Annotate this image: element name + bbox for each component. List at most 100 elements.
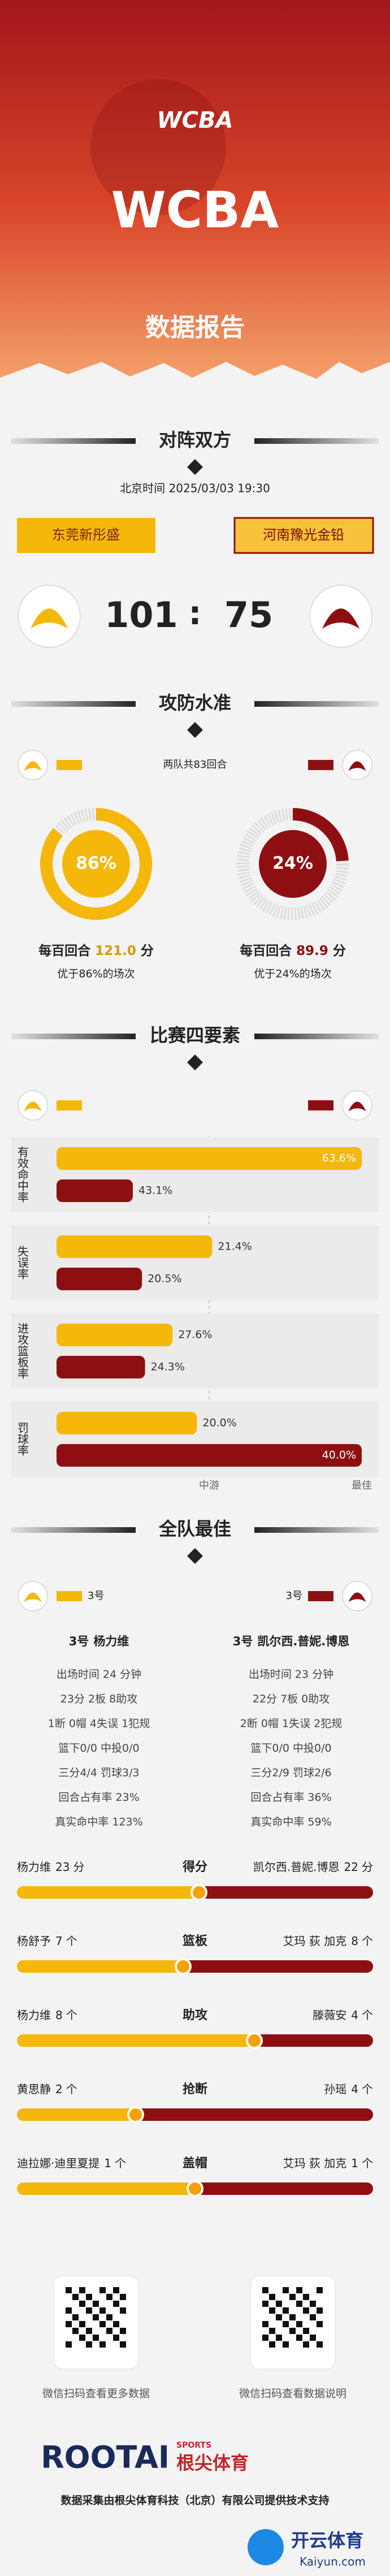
factor-bar [57, 1268, 142, 1290]
leader-right: 艾玛 荻 加克 1 个 [283, 2156, 373, 2170]
leader-unit: 分 [362, 1860, 373, 1874]
factor-bar [57, 1179, 133, 1202]
qr-dot [303, 2307, 309, 2314]
qr-dot [86, 2341, 92, 2348]
qr-dot [106, 2328, 112, 2334]
qr-dot [317, 2307, 323, 2314]
player-stat: 篮下0/0 中投0/0 [58, 1742, 139, 1754]
team-name: 河南豫光金铅 [263, 527, 344, 543]
player-name-text: 凯尔西.普妮.博恩 [257, 1635, 349, 1648]
qr-dot [289, 2328, 296, 2334]
qr-dot [106, 2314, 112, 2320]
title-rule [11, 438, 136, 444]
leader-name: 杨力维 [17, 1860, 51, 1874]
leader-unit: 个 [362, 2008, 373, 2022]
team-box [17, 518, 155, 553]
qr-dot [113, 2335, 119, 2341]
leader-split [246, 2032, 263, 2049]
watermark-logo [248, 2529, 284, 2565]
leader-name: 黄思静 [17, 2082, 51, 2096]
per100-part: 89.9 [296, 944, 328, 958]
leader-bar-right [129, 2108, 373, 2121]
donut-label: 24% [272, 854, 313, 874]
section-title: 对阵双方 [159, 429, 231, 451]
team-name: 东莞新彤盛 [52, 527, 120, 543]
leader-stat: 篮板 [182, 1934, 208, 1948]
factor-label: 20.0% [202, 1417, 236, 1429]
qr-dot [317, 2287, 323, 2293]
player-name-text: 杨力维 [93, 1635, 129, 1648]
player-stat: 回合占有率 23% [58, 1791, 139, 1804]
qr-dot [66, 2341, 72, 2348]
qr-dot [289, 2314, 296, 2320]
per100-part: 121.0 [95, 944, 136, 958]
leader-bar-right [189, 2182, 373, 2195]
team-logo-art [24, 761, 42, 771]
qr-dot [113, 2301, 119, 2307]
qr-dot [79, 2301, 85, 2307]
qr-caption: 微信扫码查看更多数据 [42, 2388, 150, 2400]
legend-label: 3号 [286, 1590, 302, 1602]
qr-dot [310, 2301, 316, 2307]
qr-dot [310, 2314, 316, 2320]
player-stat: 篮下0/0 中投0/0 [250, 1742, 331, 1754]
possessions: 两队共83回合 [163, 759, 227, 771]
qr-dot [283, 2287, 289, 2293]
leader-value: 4 [351, 2082, 358, 2096]
qr-dot [303, 2341, 309, 2348]
title-icon [187, 1054, 203, 1070]
player-number: 3号 [69, 1635, 89, 1648]
leader-unit: 个 [66, 2082, 77, 2096]
leader-value: 1 [351, 2156, 358, 2170]
qr-dot [66, 2287, 72, 2293]
player-stat: 出场时间 23 分钟 [249, 1669, 333, 1681]
qr-dot [120, 2328, 126, 2334]
qr-dot [262, 2301, 268, 2307]
factor-bar [57, 1356, 145, 1378]
qr-dot [120, 2341, 126, 2348]
player-stat: 回合占有率 36% [250, 1791, 331, 1804]
title-rule [11, 701, 136, 707]
player-stat: 23分 2板 8助攻 [60, 1693, 137, 1705]
leader-bar-left [17, 1960, 189, 1973]
factor-bar [57, 1324, 173, 1346]
player-stat: 2断 0帽 1失误 2犯规 [240, 1718, 342, 1730]
player-stat: 出场时间 24 分钟 [57, 1669, 141, 1681]
leader-split [175, 1958, 192, 1975]
legend-label: 3号 [88, 1590, 104, 1602]
leader-name: 孙瑶 [324, 2082, 346, 2096]
leader-name: 凯尔西.普妮.博恩 [253, 1860, 340, 1874]
section-title: 攻防水准 [159, 692, 231, 714]
leader-name: 艾玛 荻 加克 [283, 1934, 347, 1948]
qr-dot [72, 2294, 79, 2300]
qr-dot [93, 2335, 99, 2341]
qr-dot [269, 2294, 275, 2300]
leader-right: 凯尔西.普妮.博恩 22 分 [253, 1860, 373, 1874]
leader-unit: 个 [66, 1934, 77, 1948]
player-stat: 1断 0帽 4失误 1犯规 [48, 1718, 150, 1730]
factor-bar [57, 1444, 362, 1467]
team-logo-art [348, 1592, 366, 1602]
per100-part: 分 [141, 944, 154, 958]
brand-cn: 根尖体育 [176, 2452, 249, 2474]
title-icon [187, 459, 203, 475]
qr-dot [276, 2301, 282, 2307]
qr-dot [269, 2328, 275, 2334]
title-rule [254, 1034, 379, 1039]
leader-value: 23 [55, 1860, 70, 1874]
donut-arc [237, 808, 349, 920]
player-number: 3号 [233, 1635, 253, 1648]
per100-part: 分 [333, 944, 346, 958]
qr-dot [66, 2321, 72, 2327]
logo: WCBA [157, 107, 233, 133]
qr-dot [310, 2335, 316, 2341]
qr-dot [99, 2321, 106, 2327]
qr-dot [317, 2321, 323, 2327]
donut-label: 86% [76, 854, 116, 874]
leader-unit: 个 [66, 2008, 77, 2022]
leader-name: 迪拉娜·迪里夏提 [17, 2156, 99, 2170]
player-stat: 真实命中率 123% [55, 1816, 142, 1829]
leader-right: 滕薇安 4 个 [313, 2008, 373, 2022]
qr-dot [276, 2314, 282, 2320]
leader-bar-left [17, 1886, 205, 1899]
